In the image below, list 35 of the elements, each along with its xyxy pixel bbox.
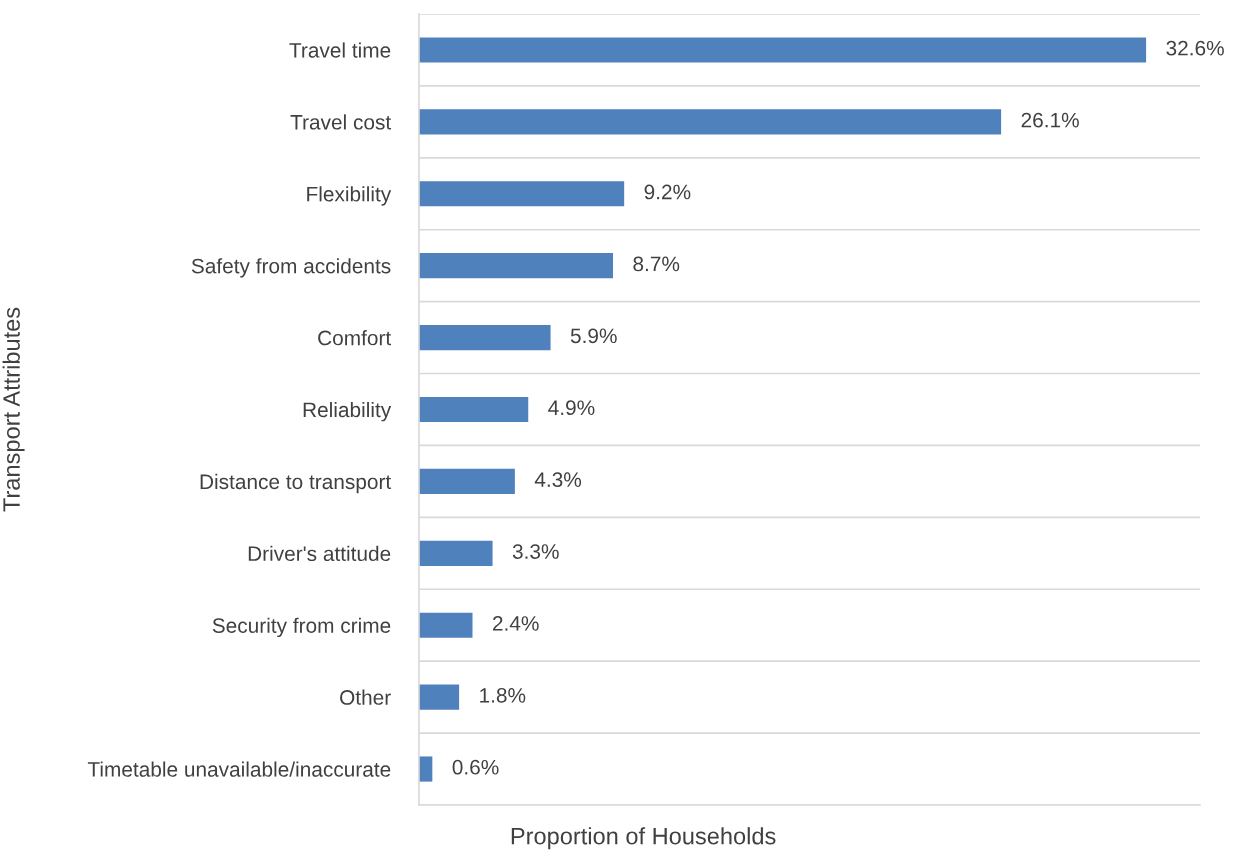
bar [418,612,473,638]
data-label: 5.9% [570,328,617,344]
y-tick-label: Distance to transport [200,473,392,494]
y-tick-label: Security from crime [212,617,391,638]
data-label: 0.6% [452,759,499,775]
data-label: 26.1% [1021,112,1079,128]
x-axis-title: Proportion of Households [511,827,776,850]
y-axis-title: Transport Attributes [2,307,25,512]
data-label: 4.3% [534,472,582,487]
data-label: 1.8% [480,687,526,703]
bar [418,109,1002,135]
data-label: 3.3% [512,544,559,559]
bar [418,325,551,351]
y-tick-label: Reliability [303,401,392,422]
data-label: 4.9% [548,400,595,416]
y-tick-label: Timetable unavailable/inaccurate [87,761,391,777]
y-tick-label: Comfort [318,330,392,346]
y-tick-label: Travel time [289,42,391,58]
y-tick-label: Safety from accidents [191,258,391,278]
data-label: 9.2% [644,184,691,200]
bar [418,253,614,279]
y-tick-label: Travel cost [290,114,392,130]
bar [418,756,433,782]
bar [418,396,529,423]
bar [418,181,625,207]
bar [418,540,493,566]
bar [418,468,515,494]
y-tick-label: Driver's attitude [248,545,391,562]
y-tick-label: Other [340,689,391,705]
data-label: 2.4% [492,616,539,631]
bar [418,684,460,710]
data-label: 32.6% [1166,40,1224,56]
bar [418,37,1147,63]
data-label: 8.7% [633,256,680,272]
y-tick-label: Flexibility [307,186,392,206]
